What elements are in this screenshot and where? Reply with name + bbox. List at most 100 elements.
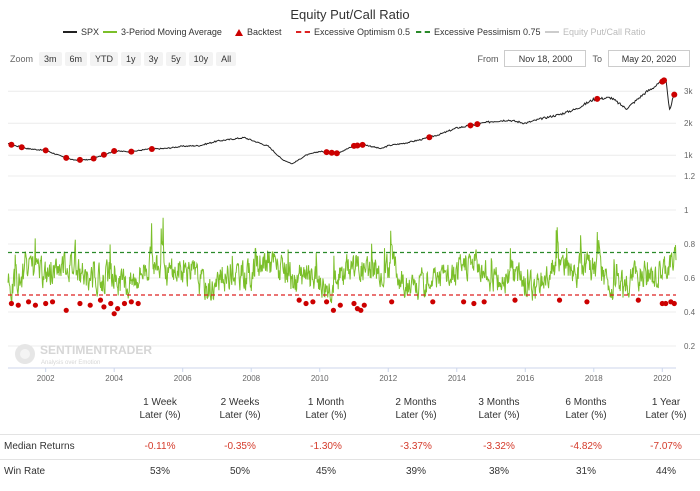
spx-backtest-point xyxy=(426,134,433,141)
from-date-input[interactable] xyxy=(504,50,587,67)
col-header: 6 Months Later (%) xyxy=(565,397,607,421)
x-tick-label: 2014 xyxy=(448,374,466,383)
ratio-tick-label: 0.2 xyxy=(684,342,696,351)
table-cell: -3.32% xyxy=(483,441,515,452)
ratio-tick-label: 1.2 xyxy=(684,172,696,181)
ratio-backtest-point xyxy=(135,300,141,307)
legend-item-backtest[interactable]: Backtest xyxy=(235,27,282,37)
spx-backtest-point xyxy=(8,141,15,148)
ratio-tick-label: 1 xyxy=(684,206,689,215)
table-cell: 38% xyxy=(488,466,509,477)
ratio-backtest-point xyxy=(108,300,114,307)
zoom-5y-button[interactable]: 5y xyxy=(166,52,186,66)
table-cell: -4.82% xyxy=(570,441,602,452)
put-call-swatch xyxy=(545,31,559,33)
pessimism-swatch xyxy=(416,31,430,33)
ratio-backtest-point xyxy=(351,300,357,307)
ratio-backtest-point xyxy=(471,300,477,307)
triangle-icon xyxy=(235,28,243,36)
col-header: 1 Week Later (%) xyxy=(139,397,181,421)
x-tick-label: 2016 xyxy=(516,374,534,383)
ratio-backtest-point xyxy=(77,300,83,307)
ratio-backtest-point xyxy=(330,307,337,313)
legend-label: Excessive Pessimism 0.75 xyxy=(434,27,541,37)
legend-label: 3-Period Moving Average xyxy=(121,27,222,37)
legend-item-spx[interactable]: SPX xyxy=(63,27,99,37)
ratio-backtest-point xyxy=(337,302,343,308)
zoom-label: Zoom xyxy=(10,54,34,64)
moving-average-line xyxy=(7,217,677,304)
legend-item-excessive-pessimism[interactable]: Excessive Pessimism 0.75 xyxy=(416,27,541,37)
table-cell: -7.07% xyxy=(650,441,682,452)
spx-backtest-point xyxy=(128,148,135,155)
ratio-backtest-point xyxy=(635,297,641,303)
table-cell: 45% xyxy=(315,466,336,477)
spx-tick-label: 2k xyxy=(684,119,693,128)
optimism-swatch xyxy=(296,31,310,33)
legend-item-excessive-optimism[interactable]: Excessive Optimism 0.5 xyxy=(296,27,410,37)
table-cell: -3.37% xyxy=(400,441,432,452)
to-date-input[interactable] xyxy=(608,50,690,67)
spx-tick-label: 3k xyxy=(684,87,693,96)
legend-item-equity-put-call[interactable]: Equity Put/Call Ratio xyxy=(545,27,646,37)
ratio-backtest-point xyxy=(32,302,39,308)
ratio-backtest-point xyxy=(358,307,364,313)
to-label: To xyxy=(592,53,602,64)
ratio-backtest-point xyxy=(111,311,117,317)
spx-backtest-point xyxy=(333,150,340,157)
spx-line xyxy=(7,77,676,165)
chart-title: Equity Put/Call Ratio xyxy=(290,7,410,22)
spx-backtest-point xyxy=(354,142,361,149)
ratio-backtest-point xyxy=(584,299,590,305)
spx-backtest-point xyxy=(42,147,49,154)
spx-backtest-point xyxy=(467,122,474,129)
legend-label: Equity Put/Call Ratio xyxy=(563,27,646,37)
table-cell: 50% xyxy=(229,466,250,477)
spx-backtest-point xyxy=(148,145,155,152)
row-label-win-rate: Win Rate xyxy=(4,466,46,477)
x-tick-label: 2020 xyxy=(653,374,671,383)
col-header: 1 Month Later (%) xyxy=(305,397,347,421)
zoom-1y-button[interactable]: 1y xyxy=(121,52,141,66)
zoom-10y-button[interactable]: 10y xyxy=(188,52,214,66)
col-header: 1 Year Later (%) xyxy=(645,397,687,421)
ratio-tick-label: 0.8 xyxy=(684,240,696,249)
date-range: From To xyxy=(477,50,690,67)
ratio-backtest-point xyxy=(389,299,395,305)
ratio-backtest-point xyxy=(128,299,134,305)
legend-item-moving-average[interactable]: 3-Period Moving Average xyxy=(103,27,222,37)
zoom-3m-button[interactable]: 3m xyxy=(39,52,62,66)
ratio-backtest-point xyxy=(323,299,330,305)
ratio-backtest-point xyxy=(430,299,436,305)
x-tick-label: 2018 xyxy=(585,374,603,383)
table-cell: 53% xyxy=(149,466,170,477)
x-tick-label: 2010 xyxy=(311,374,329,383)
ratio-backtest-point xyxy=(115,306,121,312)
spx-backtest-point xyxy=(111,148,118,155)
ratio-backtest-point xyxy=(296,297,302,303)
spx-backtest-point xyxy=(594,95,601,102)
x-tick-label: 2012 xyxy=(379,374,397,383)
row-divider xyxy=(0,459,700,460)
table-cell: 44% xyxy=(655,466,676,477)
spx-backtest-point xyxy=(90,155,97,162)
zoom-ytd-button[interactable]: YTD xyxy=(90,52,119,66)
zoom-3y-button[interactable]: 3y xyxy=(143,52,164,66)
ratio-tick-label: 0.4 xyxy=(684,308,696,317)
spx-tick-label: 1k xyxy=(684,151,693,160)
legend-label: Backtest xyxy=(247,27,282,37)
ratio-backtest-point xyxy=(97,297,104,303)
spx-backtest-point xyxy=(76,156,83,163)
table-cell: 31% xyxy=(575,466,596,477)
ratio-backtest-point xyxy=(63,307,69,313)
zoom-6m-button[interactable]: 6m xyxy=(64,52,88,66)
spx-swatch xyxy=(63,31,77,33)
zoom-all-button[interactable]: All xyxy=(216,52,237,66)
table-cell: -1.30% xyxy=(310,441,342,452)
ratio-backtest-point xyxy=(663,300,669,307)
ratio-backtest-point xyxy=(303,300,309,307)
row-divider xyxy=(0,434,700,435)
legend: SPX 3-Period Moving Average Backtest Exc… xyxy=(0,27,700,41)
row-label-median-returns: Median Returns xyxy=(4,441,75,452)
ratio-backtest-point xyxy=(15,302,21,308)
